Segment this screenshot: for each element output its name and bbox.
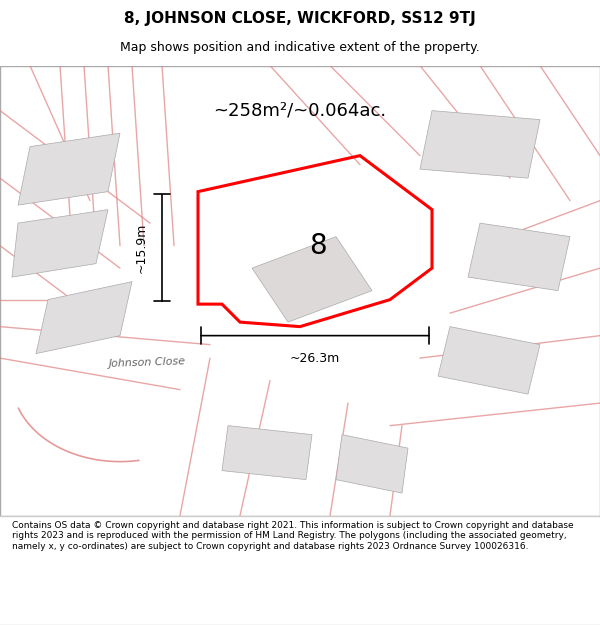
- Text: 8, JOHNSON CLOSE, WICKFORD, SS12 9TJ: 8, JOHNSON CLOSE, WICKFORD, SS12 9TJ: [124, 11, 476, 26]
- Polygon shape: [252, 237, 372, 322]
- Text: ~26.3m: ~26.3m: [290, 352, 340, 364]
- Text: ~258m²/~0.064ac.: ~258m²/~0.064ac.: [214, 102, 386, 119]
- Polygon shape: [36, 282, 132, 354]
- Text: ~15.9m: ~15.9m: [134, 222, 148, 273]
- Polygon shape: [18, 133, 120, 205]
- Bar: [0, 66, 600, 516]
- Text: Contains OS data © Crown copyright and database right 2021. This information is : Contains OS data © Crown copyright and d…: [12, 521, 574, 551]
- Polygon shape: [222, 426, 312, 479]
- Text: Map shows position and indicative extent of the property.: Map shows position and indicative extent…: [120, 41, 480, 54]
- Polygon shape: [438, 327, 540, 394]
- Text: Johnson Close: Johnson Close: [108, 356, 185, 369]
- Polygon shape: [468, 223, 570, 291]
- Polygon shape: [420, 111, 540, 178]
- Polygon shape: [336, 434, 408, 493]
- Text: 8: 8: [309, 232, 327, 259]
- Polygon shape: [12, 209, 108, 277]
